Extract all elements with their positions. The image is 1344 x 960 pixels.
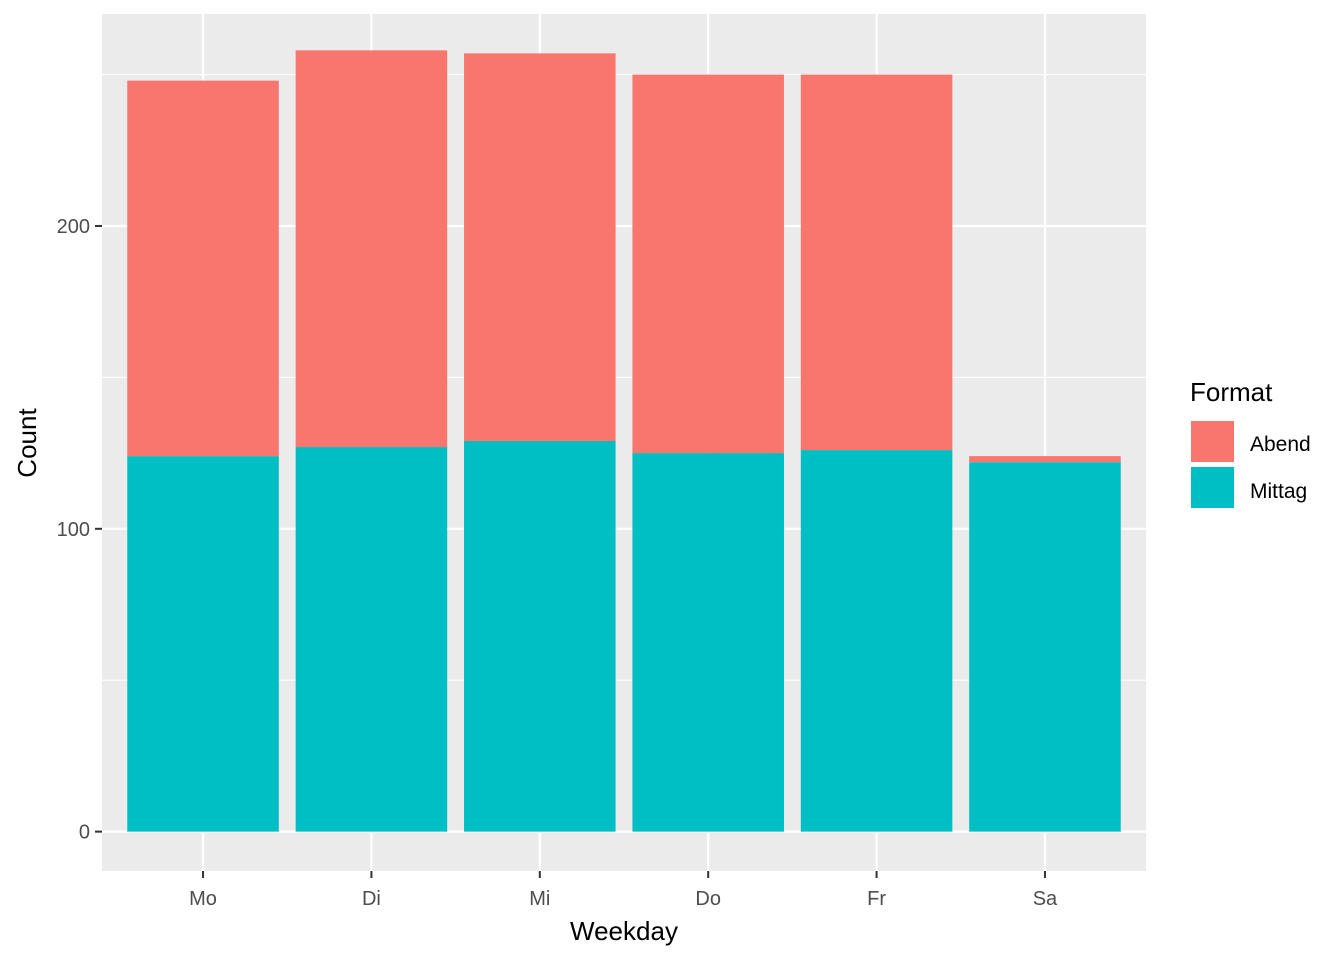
legend-title: Format: [1190, 377, 1273, 407]
y-axis: 0 100 200: [57, 216, 102, 844]
x-axis-title: Weekday: [570, 916, 678, 946]
bar-abend-mi: [464, 53, 616, 441]
legend-key-mittag: [1191, 467, 1234, 508]
legend-key-abend: [1191, 421, 1234, 462]
x-tick-label: Fr: [867, 888, 886, 910]
bar-abend-sa: [969, 456, 1121, 463]
y-tick-label: 0: [79, 822, 90, 844]
x-tick-label: Mo: [189, 888, 217, 910]
x-tick-label: Do: [695, 888, 721, 910]
legend-label-mittag: Mittag: [1250, 480, 1307, 503]
y-tick-label: 200: [57, 216, 90, 238]
x-tick-label: Mi: [529, 888, 550, 910]
bar-mittag-mo: [127, 456, 279, 832]
bar-abend-fr: [800, 74, 953, 451]
bar-abend-di: [295, 50, 448, 448]
bar-mittag-mi: [464, 440, 616, 832]
bar-mittag-di: [295, 447, 448, 832]
y-tick-label: 100: [57, 519, 90, 541]
x-axis: Mo Di Mi Do Fr Sa: [189, 871, 1058, 910]
x-tick-label: Sa: [1033, 888, 1058, 910]
bars: [127, 50, 1121, 832]
legend-label-abend: Abend: [1250, 433, 1311, 456]
bar-mittag-fr: [800, 450, 953, 832]
legend: Format Abend Mittag: [1190, 377, 1311, 508]
bar-abend-do: [632, 74, 784, 454]
bar-mittag-sa: [969, 462, 1121, 832]
y-axis-title: Count: [12, 408, 42, 478]
x-tick-label: Di: [362, 888, 381, 910]
bar-mittag-do: [632, 453, 784, 832]
bar-abend-mo: [127, 80, 279, 457]
